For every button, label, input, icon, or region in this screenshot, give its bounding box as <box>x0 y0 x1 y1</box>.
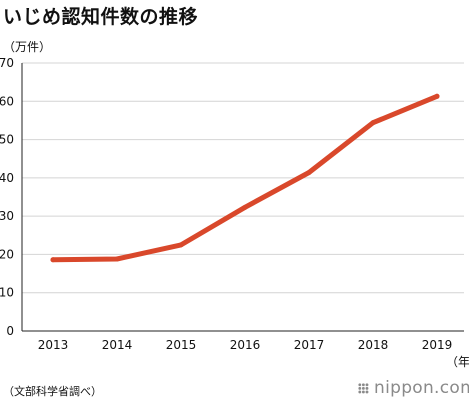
data-point-2015 <box>178 242 184 248</box>
y-tick-label-20: 20 <box>0 247 14 261</box>
brand-dots-icon <box>358 383 369 394</box>
y-tick-label-40: 40 <box>0 171 14 185</box>
x-tick-label-2015: 2015 <box>166 338 197 352</box>
chart-title: いじめ認知件数の推移 <box>3 6 199 28</box>
source-note: （文部科学省調べ） <box>3 385 102 398</box>
brand-name: nippon.com <box>374 378 469 398</box>
data-point-2017 <box>306 169 312 175</box>
data-point-2018 <box>370 120 376 126</box>
x-axis-unit-label: （年） <box>446 355 469 369</box>
y-axis-unit-label: （万件） <box>3 40 52 54</box>
data-point-2016 <box>242 204 248 210</box>
y-tick-label-30: 30 <box>0 209 14 223</box>
x-tick-label-2017: 2017 <box>294 338 325 352</box>
y-tick-label-60: 60 <box>0 94 14 108</box>
x-tick-label-2018: 2018 <box>358 338 389 352</box>
x-tick-label-2016: 2016 <box>230 338 261 352</box>
x-tick-label-2019: 2019 <box>422 338 453 352</box>
x-tick-label-2013: 2013 <box>38 338 69 352</box>
y-tick-label-50: 50 <box>0 133 14 147</box>
data-point-2019 <box>434 93 440 99</box>
data-point-2014 <box>114 256 120 262</box>
data-point-2013 <box>50 257 56 263</box>
y-tick-label-0: 0 <box>6 324 14 338</box>
y-tick-label-70: 70 <box>0 56 14 70</box>
x-tick-label-2014: 2014 <box>102 338 133 352</box>
y-tick-label-10: 10 <box>0 286 14 300</box>
brand-logo: nippon.com <box>358 378 469 398</box>
